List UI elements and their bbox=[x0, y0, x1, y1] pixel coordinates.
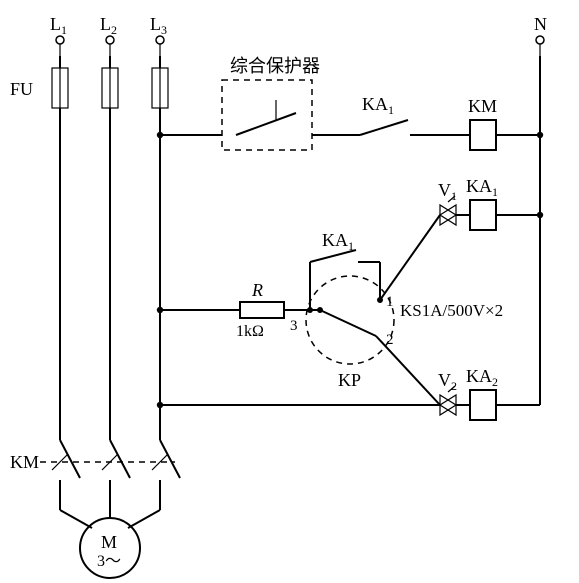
fuse-1 bbox=[52, 56, 68, 440]
km-contacts-label: KM bbox=[10, 452, 39, 472]
wire-kp-to-v1 bbox=[380, 215, 440, 300]
fuse-3 bbox=[152, 56, 168, 440]
terminal-l1: L1 bbox=[50, 14, 67, 56]
svg-text:KA1: KA1 bbox=[466, 176, 498, 199]
label-fu: FU bbox=[10, 79, 33, 99]
ka2-coil: KA2 bbox=[466, 366, 540, 420]
label-l3: L3 bbox=[150, 14, 167, 37]
ka1-contact-row1: KA1 bbox=[360, 94, 450, 135]
svg-text:V1: V1 bbox=[438, 180, 457, 203]
terminal-l3: L3 bbox=[150, 14, 167, 56]
ka1-aux-contact: KA1 bbox=[310, 230, 380, 310]
svg-text:KA1: KA1 bbox=[322, 230, 354, 253]
triac-v1: V1 bbox=[438, 180, 457, 225]
label-l2: L2 bbox=[100, 14, 117, 37]
protector-contact bbox=[236, 100, 296, 135]
circuit-diagram: L1 L2 L3 N FU bbox=[0, 0, 579, 583]
kp-label: KP bbox=[338, 370, 361, 390]
svg-text:3～: 3～ bbox=[97, 553, 121, 570]
km-coil: KM bbox=[450, 96, 540, 150]
ka1-coil: KA1 bbox=[466, 176, 540, 230]
protector-box bbox=[222, 80, 312, 150]
label-n: N bbox=[534, 14, 547, 34]
svg-text:2: 2 bbox=[386, 332, 394, 348]
svg-text:1: 1 bbox=[386, 294, 394, 310]
device-label: KS1A/500V×2 bbox=[400, 301, 503, 320]
svg-text:KA1: KA1 bbox=[362, 94, 394, 117]
svg-text:3: 3 bbox=[290, 318, 298, 334]
label-l1: L1 bbox=[50, 14, 67, 37]
svg-text:KA2: KA2 bbox=[466, 366, 498, 389]
svg-text:V2: V2 bbox=[438, 370, 457, 393]
protector-title: 综合保护器 bbox=[230, 56, 320, 76]
svg-text:M: M bbox=[101, 532, 117, 552]
terminal-l2: L2 bbox=[100, 14, 117, 56]
km-contacts bbox=[40, 440, 180, 510]
motor: M 3～ bbox=[60, 510, 160, 578]
fuse-2 bbox=[102, 56, 118, 440]
svg-text:R: R bbox=[251, 280, 263, 300]
terminal-n: N bbox=[534, 14, 547, 56]
svg-text:KM: KM bbox=[468, 96, 497, 116]
svg-text:1kΩ: 1kΩ bbox=[236, 323, 264, 340]
triac-v2: V2 bbox=[438, 370, 457, 415]
